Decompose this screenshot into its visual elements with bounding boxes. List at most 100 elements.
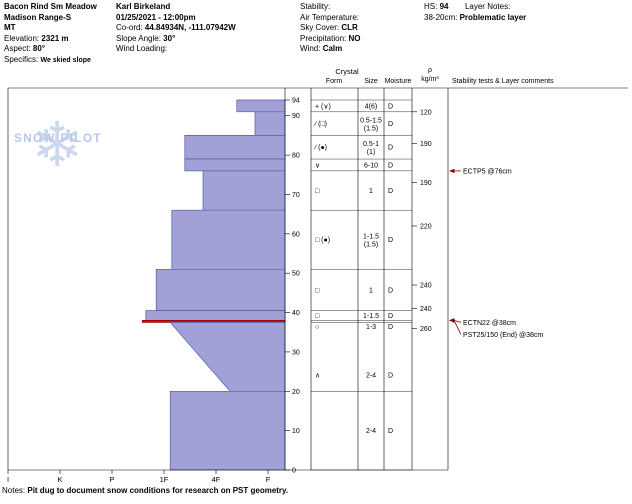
column-header-size: Size	[364, 78, 378, 85]
moisture-value: D	[388, 237, 393, 244]
depth-tick-label: 90	[292, 113, 300, 120]
moisture-value: D	[388, 313, 393, 320]
sky-cover-row: Sky Cover: CLR	[300, 23, 360, 34]
wind-value: Calm	[322, 44, 343, 53]
notes-row: Notes: Pit dug to document snow conditio…	[2, 486, 288, 495]
wind-loading-label: Wind Loading:	[116, 44, 168, 53]
state: MT	[4, 23, 16, 32]
depth-tick-label: 94	[292, 98, 300, 105]
moisture-value: D	[388, 121, 393, 128]
elevation-label: Elevation:	[4, 33, 40, 43]
depth-tick-label: 50	[292, 271, 300, 278]
grain-form: □	[315, 313, 320, 320]
moisture-value: D	[388, 145, 393, 152]
stability-test-label: ECTN22 @38cm	[463, 320, 516, 327]
grain-form: □ (●)	[315, 237, 330, 244]
column-header-density-unit: kg/m³	[421, 76, 439, 83]
grain-size: 0.5-1 (1)	[363, 141, 379, 156]
layer-bar[interactable]	[169, 390, 286, 471]
snow-height-and-layer-notes: HS: 94 Layer Notes: 38-20cm: Problematic…	[424, 2, 526, 23]
depth-tick-label: 20	[292, 389, 300, 396]
grain-size: 4(6)	[365, 103, 377, 110]
test-leader-line	[453, 320, 462, 323]
layer-bar[interactable]	[171, 209, 286, 270]
column-header-form: Form	[326, 78, 343, 85]
layer-note-row: 38-20cm: Problematic layer	[424, 13, 526, 24]
moisture-value: D	[388, 162, 393, 169]
moisture-value: D	[388, 287, 393, 294]
layer-bar[interactable]	[236, 99, 286, 113]
depth-tick-label: 10	[292, 428, 300, 435]
elevation-value: 2321 m	[41, 33, 69, 43]
notes-text: Pit dug to document snow conditions for …	[27, 486, 289, 495]
density-value: 190	[420, 180, 432, 187]
stability-label: Stability:	[300, 2, 331, 11]
moisture-value: D	[388, 324, 393, 331]
mountain-range: Madison Range-S	[4, 12, 72, 22]
aspect-value: 80°	[32, 44, 46, 53]
layer-bar[interactable]	[155, 268, 286, 311]
moisture-value: D	[388, 103, 393, 110]
moisture-value: D	[388, 188, 393, 195]
grain-form: ∧	[315, 372, 320, 379]
specifics-label: Specifics:	[4, 54, 39, 64]
notes-label: Notes:	[2, 486, 26, 495]
layer-bar[interactable]	[184, 135, 286, 160]
test-leader-line	[453, 320, 462, 335]
moisture-value: D	[388, 428, 393, 435]
profile-chart: ❄SNOW PILOT + (∨) 4(6) D ∕ (□) 0.5-1.5 (1.5) D ∕…	[7, 67, 628, 482]
conditions-column: Stability: Air Temperature: Sky Cover: C…	[300, 2, 360, 55]
density-value: 260	[420, 326, 432, 333]
grain-form: ∕ (●)	[313, 145, 327, 152]
precipitation-value: NO	[348, 33, 361, 43]
layer-bar[interactable]	[254, 111, 286, 136]
stability-test-label: ECTP5 @76cm	[463, 168, 512, 175]
hardness-tick-label: K	[57, 475, 62, 482]
hardness-tick-label: 1F	[160, 475, 169, 482]
snowflake-logo-icon: ❄	[31, 111, 83, 180]
grain-size: 1-1.5	[363, 313, 379, 320]
depth-tick-label: 80	[292, 153, 300, 160]
snowpilot-watermark-text: SNOW PILOT	[14, 133, 102, 145]
aspect-label: Aspect:	[4, 44, 31, 53]
grain-size: 1	[369, 188, 373, 195]
air-temp-label: Air Temperature:	[300, 12, 359, 22]
grain-size: 2-4	[366, 428, 376, 435]
grain-size: 2-4	[366, 372, 376, 379]
layer-note-range: 38-20cm:	[424, 12, 458, 22]
hardness-tick-label: F	[266, 475, 271, 482]
layer-bar[interactable]	[184, 158, 286, 172]
slope-angle-label: Slope Angle:	[116, 33, 161, 43]
moisture-value: D	[388, 372, 393, 379]
precipitation-row: Precipitation: NO	[300, 34, 360, 45]
observer-name: Karl Birkeland	[116, 2, 171, 11]
density-value: 240	[420, 306, 432, 313]
slope-angle-row: Slope Angle: 30°	[116, 34, 236, 45]
grain-form: + (∨)	[315, 103, 331, 110]
density-value: 190	[420, 141, 432, 148]
hardness-tick-label: P	[109, 475, 114, 482]
elevation-row: Elevation: 2321 m	[4, 34, 97, 45]
hardness-tick-label: 4F	[212, 475, 221, 482]
slope-angle-value: 30°	[163, 33, 176, 43]
layer-bar[interactable]	[169, 322, 286, 392]
stability-row: Stability:	[300, 2, 360, 13]
column-header-comments: Stability tests & Layer comments	[452, 78, 554, 85]
grain-size: 1	[369, 287, 373, 294]
depth-tick-label: 70	[292, 192, 300, 199]
hardness-tick-label: I	[7, 475, 9, 482]
hs-value: 94	[439, 2, 449, 11]
coordinates-value: 44.84934N, -111.07942W	[144, 23, 236, 32]
hs-label: HS:	[424, 2, 438, 11]
wind-row: Wind: Calm	[300, 44, 360, 55]
grain-form: ∕ (□)	[313, 121, 327, 128]
wind-label: Wind:	[300, 44, 321, 53]
grain-form: ○	[315, 324, 319, 331]
column-header-crystal: Crystal	[335, 67, 359, 76]
coordinates-label: Co-ord:	[116, 23, 143, 32]
wind-loading-row: Wind Loading:	[116, 44, 236, 55]
layer-bar[interactable]	[145, 310, 286, 321]
column-header-density-symbol: ρ	[428, 67, 432, 74]
layer-bar[interactable]	[202, 170, 286, 211]
